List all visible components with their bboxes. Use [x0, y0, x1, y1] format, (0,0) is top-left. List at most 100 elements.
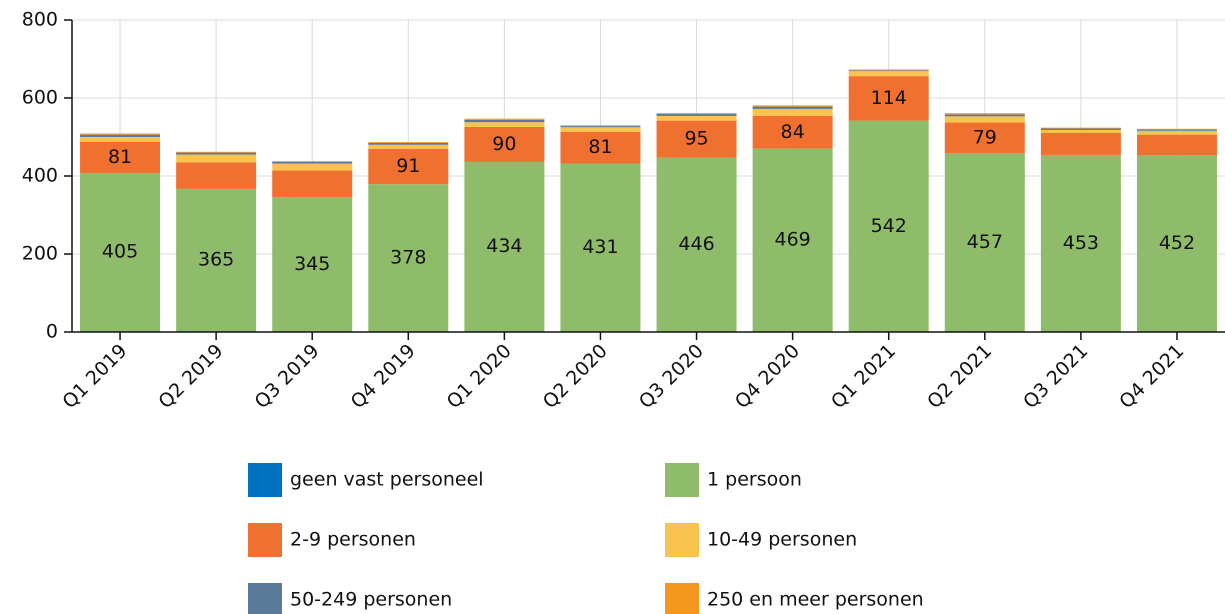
bar-segment — [944, 122, 1025, 154]
bar-segment — [80, 133, 161, 135]
y-tick-label: 0 — [46, 321, 58, 343]
bar-segment — [560, 127, 641, 132]
legend-label: 2-9 personen — [290, 529, 416, 551]
bar-segment — [848, 120, 929, 333]
bar-segment — [848, 70, 929, 72]
legend-swatch — [665, 583, 699, 614]
bar-segment — [272, 163, 353, 171]
value-label: 345 — [294, 253, 330, 275]
bar-segment — [656, 115, 737, 121]
bar-segment — [368, 184, 449, 332]
bar-segment — [752, 108, 833, 116]
legend-swatch — [248, 583, 282, 614]
bar-segment — [368, 142, 449, 145]
bar-segment — [1136, 128, 1217, 130]
value-label: 114 — [871, 87, 907, 109]
bar-segment — [944, 114, 1025, 117]
bar-segment — [560, 131, 641, 164]
legend-swatch — [248, 463, 282, 497]
value-label: 469 — [774, 229, 810, 251]
value-label: 452 — [1159, 232, 1195, 254]
bar-segment — [176, 162, 257, 189]
y-tick-label: 400 — [22, 165, 58, 187]
x-tick-label: Q2 2019 — [154, 340, 227, 413]
x-tick-label: Q3 2020 — [635, 340, 708, 413]
legend-label: 1 persoon — [707, 469, 802, 491]
value-label: 431 — [582, 236, 618, 258]
bar-segment — [752, 115, 833, 149]
value-label: 95 — [684, 128, 708, 150]
value-label: 457 — [967, 231, 1003, 253]
x-tick-label: Q1 2021 — [827, 340, 900, 413]
bar-segment — [1040, 128, 1121, 130]
bar-segment — [1136, 129, 1217, 131]
x-tick-label: Q2 2021 — [923, 340, 996, 413]
bar-segment — [1040, 129, 1121, 133]
y-tick-label: 800 — [22, 9, 58, 31]
bar-segment — [272, 170, 353, 198]
bar-segment — [464, 126, 545, 162]
bar-segment — [1136, 155, 1217, 332]
legend-label: 250 en meer personen — [707, 589, 924, 611]
bar-segment — [176, 188, 257, 332]
bar-segment — [464, 122, 545, 127]
bar-segment — [1136, 134, 1217, 156]
y-tick-label: 600 — [22, 87, 58, 109]
bar-segment — [176, 152, 257, 155]
value-label: 378 — [390, 246, 426, 268]
bar-segment — [80, 137, 161, 142]
bar-segment — [368, 142, 449, 143]
x-tick-label: Q3 2019 — [250, 340, 323, 413]
x-tick-label: Q1 2019 — [58, 340, 131, 413]
bar-segment — [80, 173, 161, 332]
bar-segment — [656, 113, 737, 114]
value-label: 542 — [871, 215, 907, 237]
value-label: 365 — [198, 249, 234, 271]
value-label: 84 — [781, 121, 805, 143]
bar-segment — [464, 119, 545, 123]
bar-segment — [80, 141, 161, 174]
x-tick-label: Q2 2020 — [539, 340, 612, 413]
value-label: 446 — [678, 233, 714, 255]
bar-segment — [176, 154, 257, 163]
bar-segment — [656, 157, 737, 332]
bar-segment — [1040, 127, 1121, 129]
legend-label: 10-49 personen — [707, 529, 857, 551]
bar-segment — [944, 116, 1025, 123]
bar-segment — [368, 148, 449, 185]
bar-segment — [944, 153, 1025, 332]
bar-segment — [848, 76, 929, 121]
value-label: 434 — [486, 235, 522, 257]
bar-segment — [848, 69, 929, 71]
value-label: 81 — [588, 136, 612, 158]
value-label: 90 — [492, 133, 516, 155]
bar-segment — [752, 105, 833, 107]
bar-segment — [272, 161, 353, 164]
bar-segment — [560, 126, 641, 128]
x-tick-label: Q4 2019 — [347, 340, 420, 413]
bar-segment — [1040, 154, 1121, 332]
bar-segment — [272, 197, 353, 332]
x-tick-label: Q3 2021 — [1019, 340, 1092, 413]
bar-segment — [656, 113, 737, 116]
legend-swatch — [665, 463, 699, 497]
legend-label: 50-249 personen — [290, 589, 452, 611]
y-tick-label: 200 — [22, 243, 58, 265]
bar-segment — [560, 163, 641, 332]
value-label: 91 — [396, 155, 420, 177]
bar-segment — [656, 120, 737, 158]
x-tick-label: Q4 2021 — [1115, 340, 1188, 413]
x-tick-label: Q1 2020 — [443, 340, 516, 413]
bar-segment — [464, 118, 545, 120]
bar-segment — [368, 144, 449, 149]
bar-segment — [272, 161, 353, 162]
bar-segment — [848, 71, 929, 77]
legend-label: geen vast personeel — [290, 469, 484, 491]
bar-segment — [1040, 132, 1121, 155]
x-tick-label: Q4 2020 — [731, 340, 804, 413]
legend-swatch — [248, 523, 282, 557]
bar-segment — [80, 134, 161, 137]
bar-segment — [944, 113, 1025, 115]
bar-segment — [560, 125, 641, 127]
